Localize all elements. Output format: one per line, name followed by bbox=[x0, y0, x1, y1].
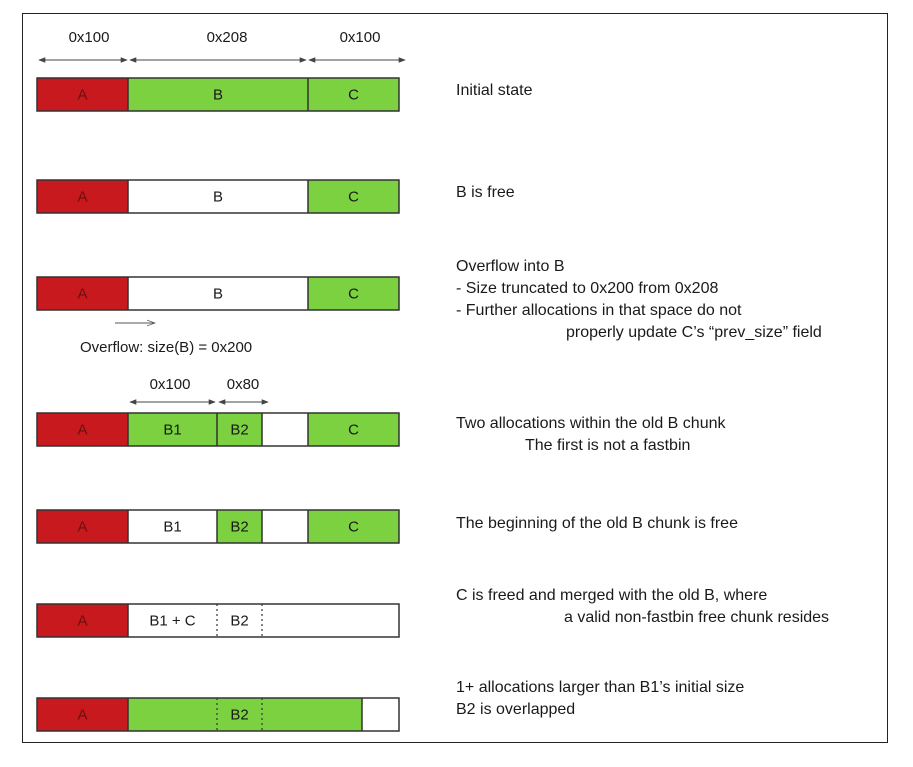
chunk-segment bbox=[37, 604, 128, 637]
chunk-label: C bbox=[348, 286, 359, 303]
chunk-label: C bbox=[348, 422, 359, 439]
chunk-segment bbox=[262, 413, 308, 446]
chunk-segment bbox=[262, 510, 308, 543]
chunk-label: B bbox=[213, 87, 223, 104]
chunk-label: C bbox=[348, 519, 359, 536]
chunk-label: B2 bbox=[230, 613, 248, 630]
chunk-segment bbox=[37, 413, 128, 446]
row4-dimensions: 0x100 0x80 bbox=[129, 376, 269, 405]
chunk-segment bbox=[217, 698, 262, 731]
chunk-segment bbox=[128, 277, 308, 310]
chunk-label: A bbox=[77, 422, 87, 439]
chunk-border bbox=[36, 412, 400, 447]
chunk-segment bbox=[362, 698, 399, 731]
chunk-row: A B1 B2 C bbox=[36, 412, 400, 447]
chunk-row: A B1 B2 C bbox=[36, 509, 400, 544]
dim-label-b1: 0x100 bbox=[150, 376, 191, 393]
chunk-row: A B C bbox=[36, 77, 400, 112]
chunk-border bbox=[36, 77, 400, 112]
row-description: Overflow into B - Size truncated to 0x20… bbox=[456, 256, 822, 344]
chunk-segment bbox=[128, 78, 308, 111]
chunk-segment bbox=[308, 510, 399, 543]
chunk-row: A B C bbox=[36, 276, 400, 311]
chunk-segment bbox=[308, 78, 399, 111]
chunk-label: A bbox=[77, 519, 87, 536]
chunk-border bbox=[36, 697, 400, 732]
chunk-border bbox=[36, 276, 400, 311]
row-description: Initial state bbox=[456, 80, 532, 102]
chunk-segment bbox=[128, 698, 217, 731]
chunk-row: A B2 bbox=[36, 697, 400, 732]
dim-label-a: 0x100 bbox=[69, 29, 110, 46]
chunk-label: B1 + C bbox=[149, 613, 195, 630]
chunk-segment bbox=[308, 180, 399, 213]
description-line: Overflow into B bbox=[456, 258, 565, 275]
chunk-segment bbox=[128, 413, 217, 446]
chunk-segment bbox=[37, 180, 128, 213]
chunk-row: A B C bbox=[36, 179, 400, 214]
chunk-segment bbox=[262, 698, 362, 731]
chunk-label: A bbox=[77, 286, 87, 303]
chunk-segment bbox=[262, 604, 399, 637]
description-line: The first is not a fastbin bbox=[525, 437, 691, 454]
chunk-label: B bbox=[213, 286, 223, 303]
chunk-segment bbox=[217, 510, 262, 543]
diagram-frame bbox=[22, 13, 888, 743]
dim-label-c: 0x100 bbox=[340, 29, 381, 46]
chunk-border bbox=[36, 179, 400, 214]
row-description: Two allocations within the old B chunk Th… bbox=[456, 413, 725, 457]
chunk-segment bbox=[37, 277, 128, 310]
chunk-label: C bbox=[348, 189, 359, 206]
chunk-label: B1 bbox=[163, 422, 181, 439]
chunk-segment bbox=[308, 277, 399, 310]
description-line: properly update C’s “prev_size” field bbox=[566, 324, 822, 341]
chunk-segment bbox=[217, 604, 262, 637]
chunk-segment bbox=[217, 413, 262, 446]
chunk-label: B bbox=[213, 189, 223, 206]
row-description: B is free bbox=[456, 182, 515, 204]
description-line: Two allocations within the old B chunk bbox=[456, 415, 726, 432]
chunk-segment bbox=[37, 698, 128, 731]
chunk-label: A bbox=[77, 707, 87, 724]
description-line: The beginning of the old B chunk is free bbox=[456, 515, 738, 532]
top-dimensions: 0x100 0x208 0x100 bbox=[38, 29, 406, 63]
chunk-label: B2 bbox=[230, 519, 248, 536]
overflow-note: Overflow: size(B) = 0x200 bbox=[80, 339, 252, 356]
row-description: C is freed and merged with the old B, wh… bbox=[456, 585, 829, 629]
chunk-label: C bbox=[348, 87, 359, 104]
chunk-label: B1 bbox=[163, 519, 181, 536]
chunk-segment bbox=[128, 510, 217, 543]
chunk-label: A bbox=[77, 87, 87, 104]
description-line: Initial state bbox=[456, 82, 533, 99]
description-line: B2 is overlapped bbox=[456, 701, 576, 718]
dim-label-b: 0x208 bbox=[207, 29, 248, 46]
row-description: 1+ allocations larger than B1’s initial … bbox=[456, 677, 744, 721]
chunk-label: A bbox=[77, 189, 87, 206]
chunk-label: A bbox=[77, 613, 87, 630]
description-line: C is freed and merged with the old B, wh… bbox=[456, 587, 768, 604]
chunk-border bbox=[36, 603, 400, 638]
chunk-segment bbox=[128, 604, 217, 637]
description-line: 1+ allocations larger than B1’s initial … bbox=[456, 679, 745, 696]
chunk-segment bbox=[308, 413, 399, 446]
chunk-label: B2 bbox=[230, 422, 248, 439]
chunk-segment bbox=[37, 510, 128, 543]
dim-label-b2: 0x80 bbox=[227, 376, 260, 393]
description-line: a valid non-fastbin free chunk resides bbox=[564, 609, 830, 626]
chunk-label: B2 bbox=[230, 707, 248, 724]
description-line: B is free bbox=[456, 184, 515, 201]
chunk-border bbox=[36, 509, 400, 544]
description-line: - Further allocations in that space do n… bbox=[456, 302, 742, 319]
chunk-segment bbox=[37, 78, 128, 111]
chunk-row: A B1 + C B2 bbox=[36, 603, 400, 638]
chunk-rows: A B C A B C A B C A B1 B2 C A B1 B2 C A B1 + C B2 A B2 bbox=[36, 77, 400, 732]
chunk-segment bbox=[128, 180, 308, 213]
description-line: - Size truncated to 0x200 from 0x208 bbox=[456, 280, 719, 297]
row-description: The beginning of the old B chunk is free bbox=[456, 513, 738, 535]
